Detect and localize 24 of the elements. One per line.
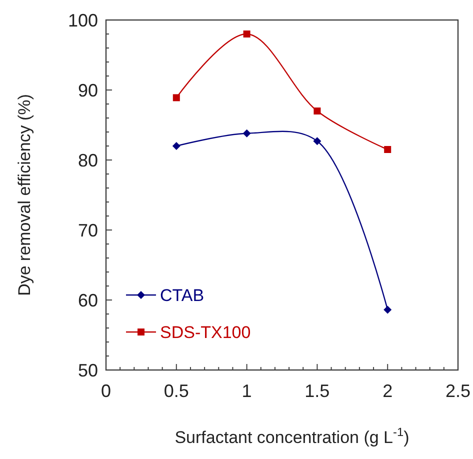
y-tick-label: 70: [78, 220, 98, 240]
legend-label: CTAB: [160, 286, 204, 305]
x-tick-label: 1.5: [304, 381, 330, 401]
x-axis-title: Surfactant concentration (g L$^{-1}$): [174, 425, 410, 447]
point: [243, 30, 250, 38]
point: [313, 137, 322, 146]
legend-label: SDS-TX100: [160, 322, 251, 342]
x-tick-label: 1: [242, 381, 252, 401]
y-tick-label: 60: [78, 290, 98, 310]
x-tick-label: 0.5: [164, 381, 189, 401]
y-tick-label: 100: [68, 10, 98, 30]
point: [314, 108, 321, 114]
y-tick-label: 80: [78, 150, 98, 170]
point: [172, 142, 180, 150]
point: [384, 306, 392, 314]
point: [384, 146, 392, 153]
y-tick-label: 50: [78, 360, 98, 380]
x-tick-label: 2.5: [445, 381, 471, 401]
y-axis-title: Dye removal efficiency (%): [15, 94, 34, 296]
x-tick-label: 0: [100, 381, 112, 401]
x-tick-label: 2: [382, 381, 393, 401]
point: [242, 129, 251, 138]
y-tick-label: 90: [78, 80, 98, 100]
point: [172, 94, 180, 102]
